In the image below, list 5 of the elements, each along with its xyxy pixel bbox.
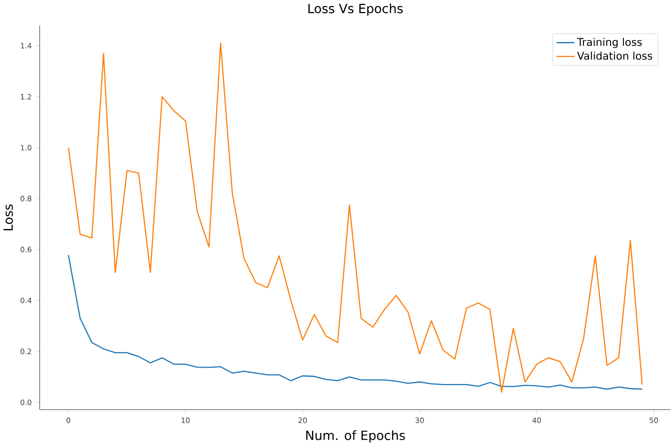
legend-label: Validation loss <box>577 52 652 60</box>
chart-title: Loss Vs Epochs <box>308 3 403 16</box>
legend-label: Training loss <box>577 38 642 48</box>
x-axis-title: Num. of Epochs <box>306 430 405 443</box>
y-axis-title: Loss <box>4 204 13 230</box>
